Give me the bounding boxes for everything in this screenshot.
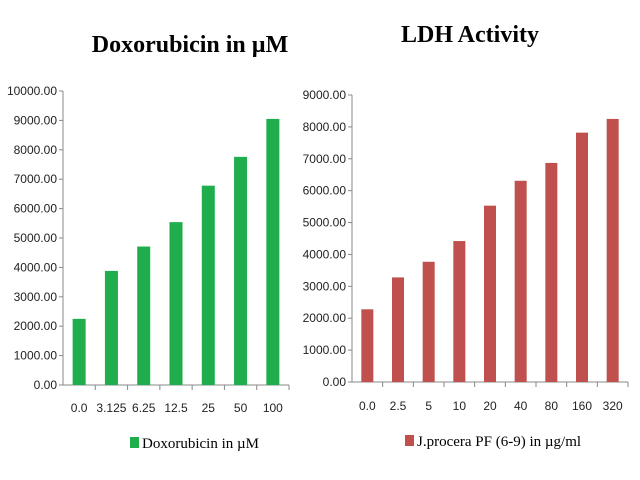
legend-swatch — [405, 435, 414, 446]
y-tick-label: 8000.00 — [303, 120, 347, 134]
bar — [72, 318, 86, 385]
y-tick-label: 10000.00 — [7, 84, 57, 98]
chart-title: LDH Activity — [401, 22, 539, 48]
legend-swatch — [130, 437, 139, 448]
y-tick-label: 4000.00 — [303, 247, 347, 261]
y-tick-label: 4000.00 — [14, 260, 58, 274]
x-tick-label: 25 — [202, 401, 216, 415]
y-tick-label: 0.00 — [323, 375, 347, 389]
x-tick-label: 100 — [263, 401, 283, 415]
x-tick-label: 40 — [514, 399, 528, 413]
y-tick-label: 9000.00 — [14, 113, 58, 127]
y-tick-label: 2000.00 — [303, 311, 347, 325]
bar — [484, 205, 496, 382]
x-tick-label: 20 — [483, 399, 497, 413]
bar — [234, 156, 248, 385]
y-tick-label: 1000.00 — [303, 343, 347, 357]
y-tick-label: 5000.00 — [14, 231, 58, 245]
bar — [422, 261, 435, 382]
y-tick-label: 1000.00 — [14, 349, 58, 363]
x-tick-label: 160 — [572, 399, 592, 413]
y-tick-label: 0.00 — [34, 378, 58, 392]
legend-label: J.procera PF (6-9) in µg/ml — [417, 434, 581, 450]
x-tick-label: 12.5 — [164, 401, 188, 415]
bar — [137, 246, 151, 385]
x-tick-label: 2.5 — [390, 399, 407, 413]
x-tick-label: 0.0 — [71, 401, 88, 415]
legend-label: Doxorubicin in µM — [142, 436, 259, 452]
x-tick-label: 320 — [603, 399, 623, 413]
y-tick-label: 3000.00 — [14, 290, 58, 304]
x-tick-label: 80 — [545, 399, 559, 413]
bar — [545, 162, 558, 382]
x-tick-label: 3.125 — [96, 401, 126, 415]
bar — [361, 309, 374, 382]
bar — [266, 118, 280, 386]
y-tick-label: 8000.00 — [14, 143, 58, 157]
bar — [514, 180, 527, 382]
y-tick-label: 6000.00 — [303, 184, 347, 198]
y-tick-label: 6000.00 — [14, 202, 58, 216]
chart-title: Doxorubicin in µM — [92, 32, 289, 58]
bar — [576, 132, 588, 382]
y-tick-label: 7000.00 — [303, 152, 347, 166]
x-tick-label: 0.0 — [359, 399, 376, 413]
x-tick-label: 10 — [453, 399, 467, 413]
bar — [453, 241, 466, 382]
x-tick-label: 50 — [234, 401, 248, 415]
bar — [201, 185, 215, 385]
bar — [392, 277, 404, 382]
bar — [104, 270, 118, 385]
y-tick-label: 5000.00 — [303, 216, 347, 230]
y-tick-label: 7000.00 — [14, 172, 58, 186]
x-tick-label: 6.25 — [132, 401, 156, 415]
y-tick-label: 2000.00 — [14, 319, 58, 333]
y-tick-label: 3000.00 — [303, 279, 347, 293]
x-tick-label: 5 — [425, 399, 432, 413]
bar — [606, 118, 619, 383]
bar — [169, 222, 183, 385]
y-tick-label: 9000.00 — [303, 88, 347, 102]
